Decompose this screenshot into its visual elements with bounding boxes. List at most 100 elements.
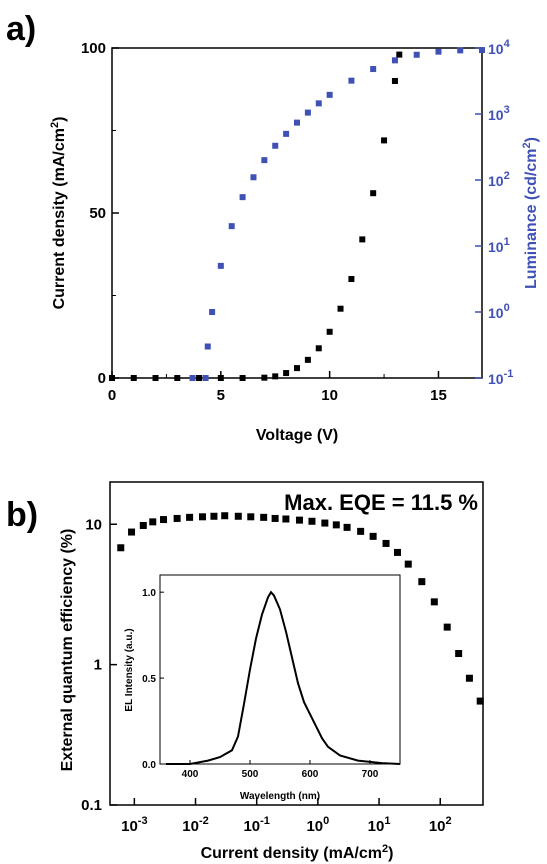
panel-b-y-axis-title: External quantum efficiency (%) [59, 529, 76, 772]
eqe-point [271, 514, 279, 522]
inset-y-tick-label: 0.0 [142, 760, 156, 771]
eqe-point [221, 512, 229, 520]
x-tick-label: 5 [217, 387, 225, 404]
y-tick-label: 1 [94, 657, 102, 674]
panel-a-current-density-series [109, 51, 403, 381]
inset-x-axis-title: Wavelength (nm) [240, 791, 320, 802]
luminance-point [304, 109, 311, 116]
luminance-point [209, 309, 216, 315]
luminance-point [189, 375, 196, 381]
luminance-point [202, 375, 209, 381]
panel-a-label: a) [6, 10, 36, 48]
current-density-point [130, 375, 137, 381]
eqe-point [418, 578, 426, 586]
panel-a-x-axis-title: Voltage (V) [256, 427, 338, 444]
eqe-point [343, 523, 351, 531]
tick-label: 102 [429, 815, 452, 835]
panel-a-chart: 0 5 10 15 0 50 100 10-1 100 101 102 103 104 Voltag… [49, 38, 540, 444]
inset-y-ticks: 0.0 0.5 1.0 [142, 588, 164, 771]
eqe-point [430, 598, 438, 606]
panel-b-x-ticks: 10-3 10-2 10-1 100 101 102 [121, 798, 452, 835]
panel-b-label: b) [6, 496, 38, 534]
y-tick-label: 10 [85, 516, 102, 533]
luminance-point [479, 47, 485, 54]
inset-x-tick-label: 600 [302, 769, 319, 780]
luminance-point [228, 223, 235, 230]
current-density-point [326, 328, 333, 335]
tick-label: 10-3 [121, 815, 147, 835]
eqe-point [210, 512, 218, 520]
luminance-point [457, 47, 464, 54]
tick-label: 104 [488, 38, 511, 57]
tick-label: 102 [488, 170, 510, 189]
tick-label: 10-1 [243, 815, 269, 835]
y-tick-label: 100 [81, 40, 106, 57]
panel-b-y-ticks: 0.1 1 10 [81, 516, 117, 814]
luminance-point [413, 51, 420, 58]
eqe-point [149, 518, 157, 526]
tick-label: 103 [488, 104, 510, 123]
eqe-point [234, 512, 242, 520]
current-density-point [283, 370, 290, 377]
current-density-point [174, 375, 181, 381]
panel-a-y-axis-title: Current density (mA/cm2) [49, 117, 68, 310]
luminance-point [326, 91, 333, 98]
y-tick-label: 0 [98, 370, 106, 387]
panel-b-x-axis-title: Current density (mA/cm2) [201, 843, 394, 862]
inset-y-tick-label: 1.0 [142, 588, 156, 599]
current-density-point [359, 236, 366, 243]
luminance-point [283, 130, 290, 137]
eqe-point [160, 516, 168, 524]
x-tick-label: 15 [430, 387, 447, 404]
luminance-point [370, 66, 377, 73]
luminance-point [217, 262, 224, 269]
current-density-point [348, 276, 355, 282]
eqe-point [321, 519, 329, 527]
eqe-point [117, 544, 125, 552]
eqe-point [186, 513, 194, 521]
panel-b-inset-chart: 400 500 600 700 0.0 0.5 1.0 Wavelength (nm) E… [124, 574, 401, 802]
tick-label: 10-1 [488, 368, 513, 387]
eqe-point [332, 521, 340, 529]
panel-b-max-eqe-annotation: Max. EQE = 11.5 % [284, 490, 478, 515]
panel-a-y2-axis-title: Luminance (cd/cm2) [521, 137, 540, 289]
panel-a-frame [111, 47, 483, 379]
eqe-point [173, 514, 181, 522]
eqe-point [382, 539, 390, 547]
current-density-point [217, 375, 224, 381]
current-density-point [315, 345, 322, 352]
x-tick-label: 10 [321, 387, 338, 404]
inset-x-tick-label: 500 [242, 769, 259, 780]
panel-b-chart: Max. EQE = 11.5 % 10-3 10-2 10-1 100 101 102 … [59, 481, 484, 862]
inset-el-spectrum-line [166, 590, 401, 765]
luminance-point [272, 142, 279, 149]
eqe-point [369, 532, 377, 540]
eqe-point [476, 697, 484, 705]
luminance-point [315, 100, 322, 107]
tick-label: 10-2 [182, 815, 208, 835]
eqe-point [455, 650, 463, 658]
current-density-point [239, 375, 246, 381]
current-density-point [391, 78, 398, 84]
eqe-point [282, 515, 290, 523]
current-density-point [337, 305, 344, 312]
tick-label: 101 [368, 815, 391, 835]
luminance-point [239, 194, 246, 201]
luminance-point [294, 119, 300, 126]
luminance-point [250, 174, 257, 181]
eqe-point [308, 517, 316, 525]
luminance-point [391, 57, 398, 64]
inset-x-tick-label: 700 [362, 769, 379, 780]
eqe-point [198, 513, 206, 521]
luminance-point [204, 343, 211, 350]
current-density-point [152, 375, 159, 381]
current-density-point [304, 356, 311, 363]
inset-y-axis-title: EL Intensity (a.u.) [124, 628, 135, 711]
tick-label: 100 [488, 302, 510, 321]
tick-label: 100 [306, 815, 329, 835]
eqe-point [443, 623, 451, 631]
inset-x-ticks: 400 500 600 700 [182, 760, 379, 780]
inset-y-tick-label: 0.5 [142, 674, 156, 685]
panel-b-eqe-series [117, 512, 484, 705]
luminance-point [435, 48, 442, 55]
